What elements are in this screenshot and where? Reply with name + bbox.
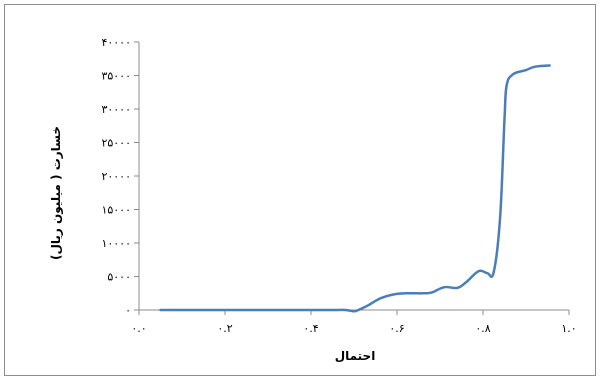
x-tick-label: ۰.۸ [475, 322, 490, 335]
x-tick-label: ۰.۴ [303, 322, 318, 335]
axis-ticks [134, 41, 570, 315]
y-tick-label: ۳۵۰۰۰ [101, 70, 131, 83]
x-tick-label: ۰.۲ [217, 322, 232, 335]
y-tick-label: ۱۰۰۰۰ [101, 237, 131, 250]
y-tick-label: ۴۰۰۰۰ [101, 36, 131, 49]
y-tick-label: ۵۰۰۰ [107, 271, 131, 284]
axes [138, 42, 569, 311]
y-tick-label: ۳۰۰۰۰ [101, 103, 131, 116]
y-tick-label: ۰ [125, 304, 131, 317]
y-tick-label: ۲۵۰۰۰ [101, 137, 131, 150]
y-axis-title: خسارت ( میلیون ریال) [49, 126, 64, 260]
chart-area: ۰ ۵۰۰۰ ۱۰۰۰۰ ۱۵۰۰۰ ۲۰۰۰۰ ۲۵۰۰۰ ۳۰۰۰۰ ۳۵۰۰۰ ۴۰۰۰۰… [4, 4, 596, 376]
y-tick-label: ۱۵۰۰۰ [101, 204, 131, 217]
series-layer [159, 64, 551, 313]
x-tick-label: ۱.۰ [561, 322, 576, 335]
tick-labels: ۰ ۵۰۰۰ ۱۰۰۰۰ ۱۵۰۰۰ ۲۰۰۰۰ ۲۵۰۰۰ ۳۰۰۰۰ ۳۵۰۰۰ ۴۰۰۰۰… [101, 36, 576, 335]
y-tick-label: ۲۰۰۰۰ [101, 170, 131, 183]
x-tick-label: ۰.۰ [131, 322, 146, 335]
line-chart: ۰ ۵۰۰۰ ۱۰۰۰۰ ۱۵۰۰۰ ۲۰۰۰۰ ۲۵۰۰۰ ۳۰۰۰۰ ۳۵۰۰۰ ۴۰۰۰۰… [49, 36, 577, 363]
x-tick-label: ۰.۶ [389, 322, 404, 335]
series-line-0 [159, 64, 551, 313]
x-axis-title: احتمال [335, 349, 376, 363]
